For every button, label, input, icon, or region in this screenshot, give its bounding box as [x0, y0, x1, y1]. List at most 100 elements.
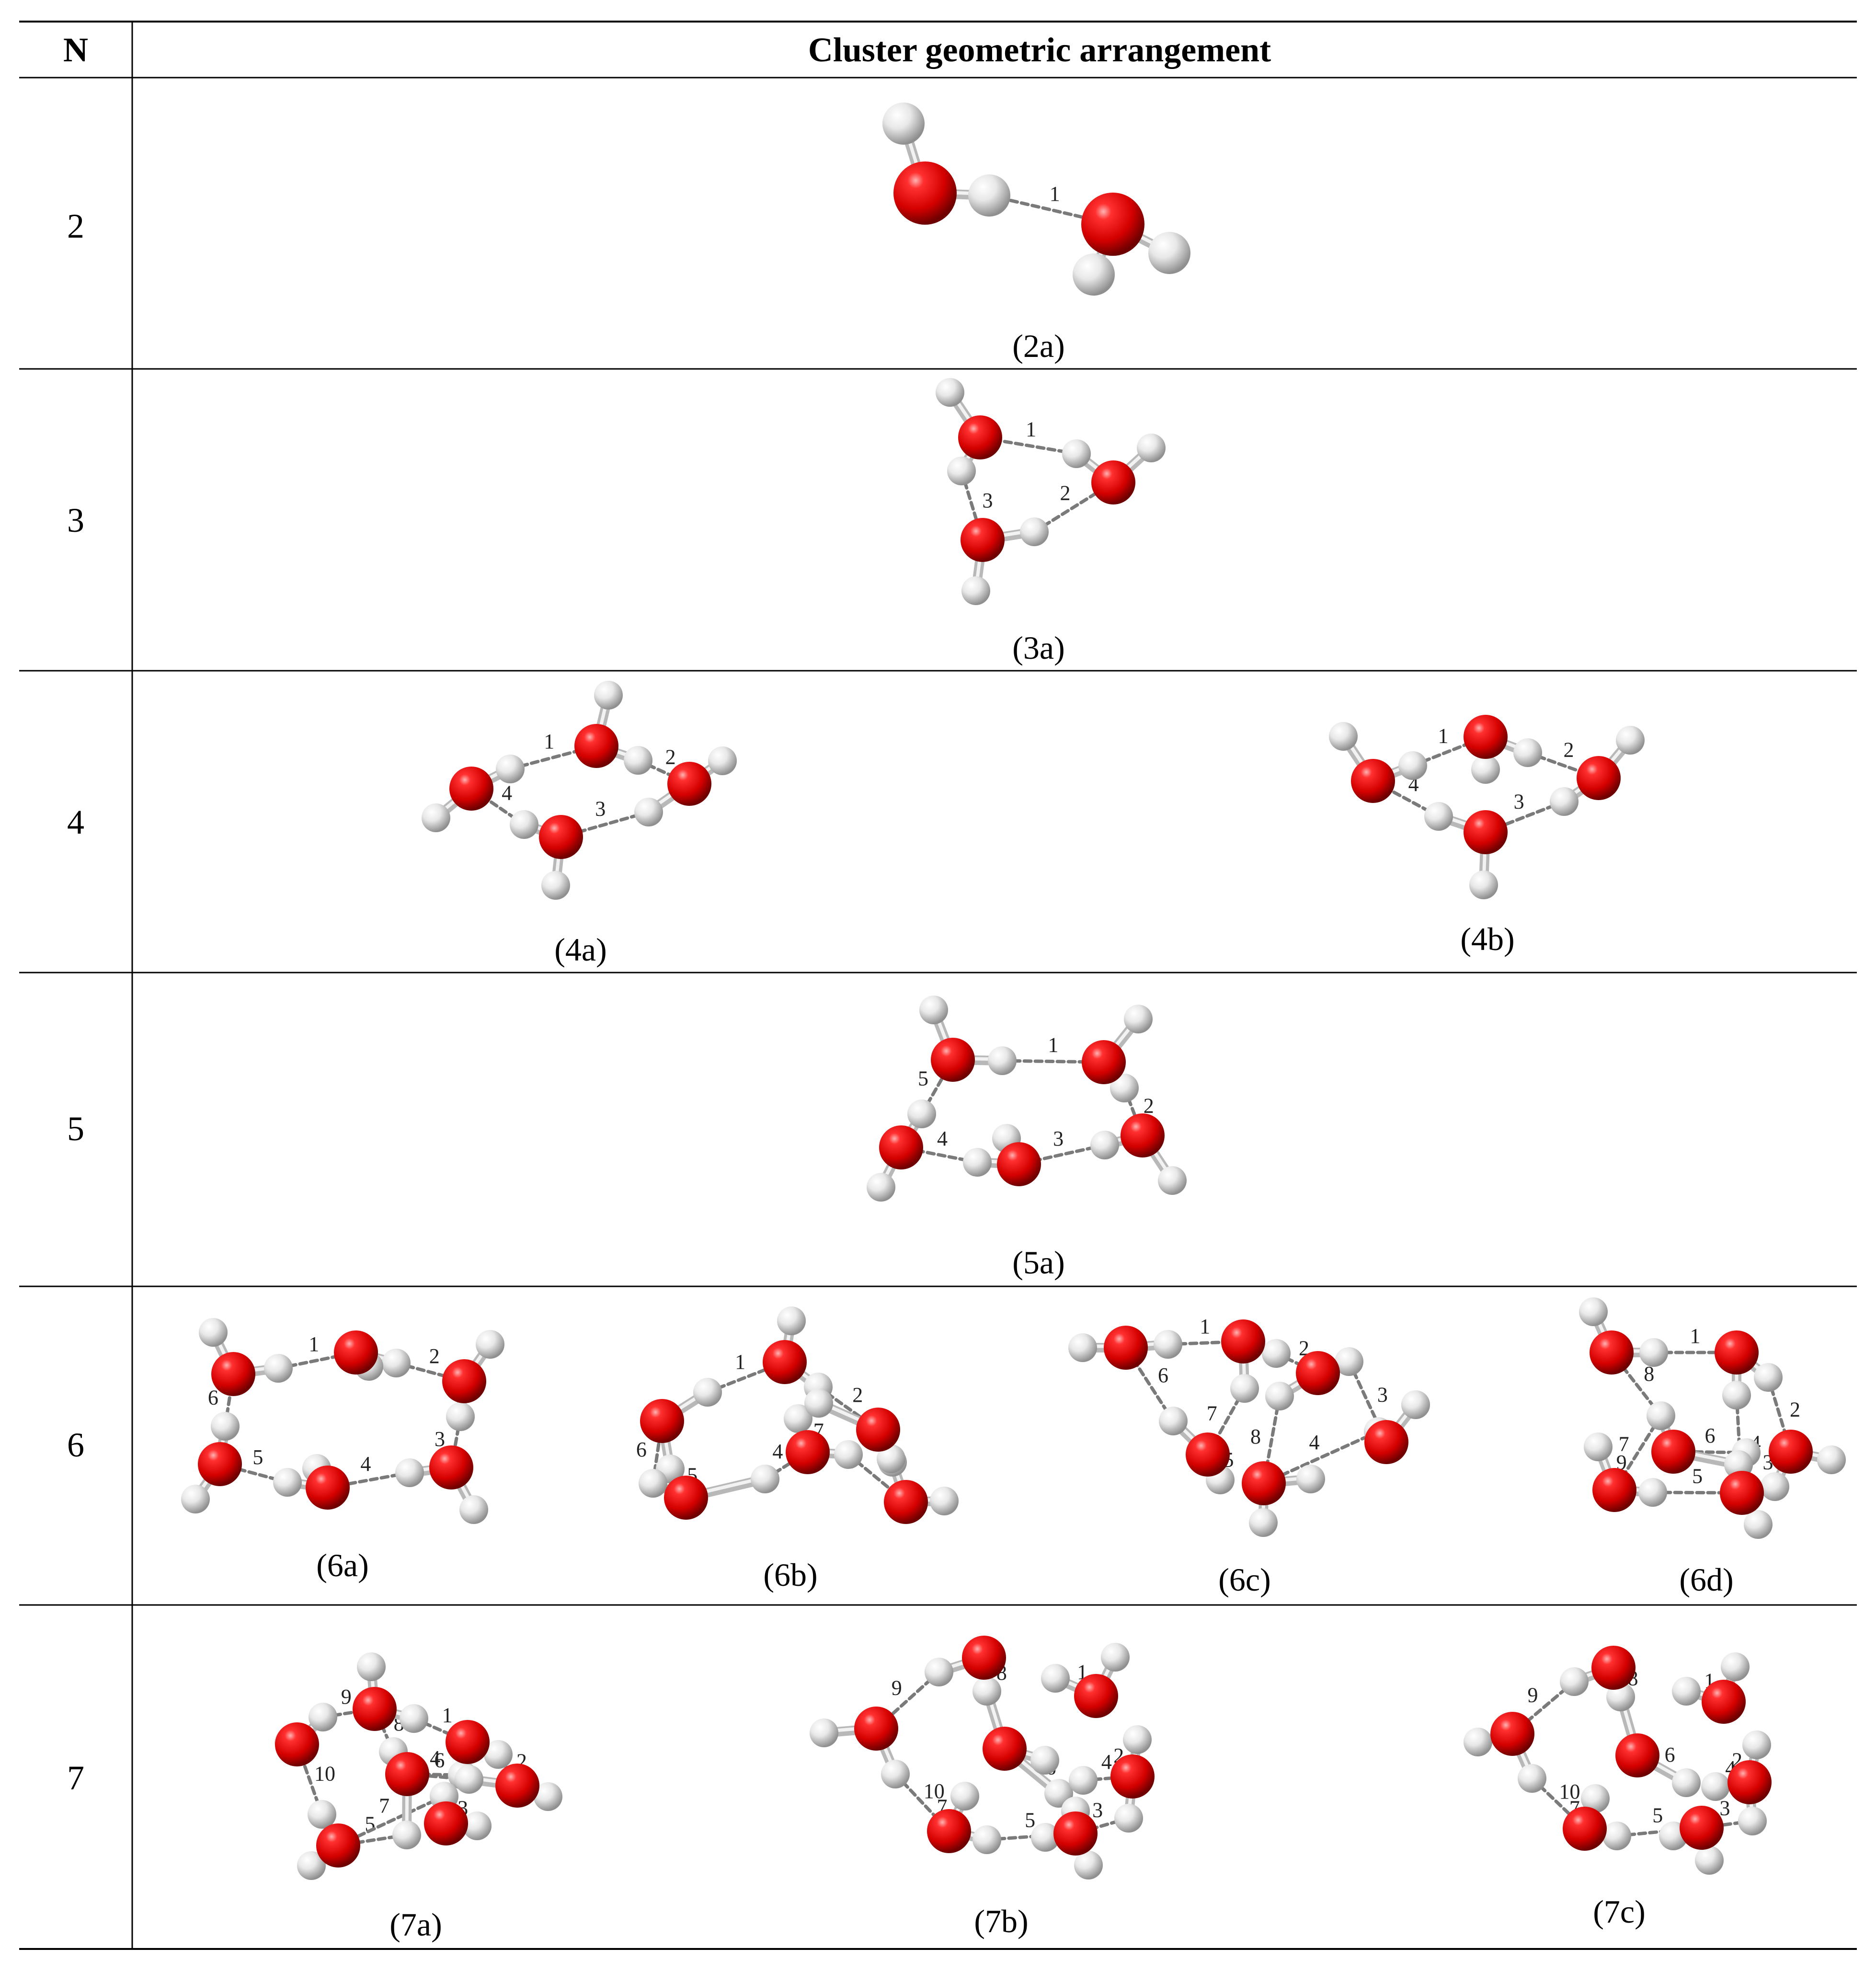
oxygen-atom — [198, 1442, 242, 1486]
structure-caption-7c: (7c) — [1593, 1893, 1645, 1930]
hbond-label: 2 — [1144, 1094, 1154, 1117]
hbond-label: 3 — [1092, 1798, 1103, 1822]
hydrogen-atom — [1744, 1510, 1773, 1539]
hbond-label: 9 — [892, 1676, 902, 1700]
water-cluster-2-0: 1 — [882, 103, 1190, 296]
hydrogen-atom — [936, 378, 964, 407]
oxygen-atom — [1082, 1040, 1126, 1084]
oxygen-atom — [640, 1399, 684, 1443]
hydrogen-atom — [1124, 1005, 1153, 1033]
oxygen-atom — [1702, 1680, 1746, 1724]
hydrogen-atom — [1148, 232, 1190, 274]
table-grid — [19, 21, 1857, 1950]
hydrogen-atom — [930, 1487, 959, 1515]
hbond-label: 4 — [502, 781, 512, 804]
oxygen-atom — [539, 815, 583, 859]
oxygen-atom — [1186, 1432, 1230, 1477]
hydrogen-atom — [1579, 1297, 1608, 1326]
hydrogen-atom — [963, 1148, 992, 1177]
hydrogen-atom — [395, 1458, 424, 1487]
hydrogen-atom — [1265, 1382, 1294, 1410]
hydrogen-atom — [919, 996, 948, 1024]
oxygen-atom — [667, 762, 711, 806]
hydrogen-atom — [1090, 1131, 1119, 1159]
structure-caption-7b: (7b) — [974, 1903, 1028, 1939]
hbond-label: 4 — [937, 1127, 948, 1150]
hbond-label: 3 — [1720, 1796, 1730, 1820]
structure-caption-5a: (5a) — [1012, 1244, 1064, 1281]
oxygen-atom — [997, 1142, 1041, 1186]
hydrogen-bond — [336, 1794, 446, 1847]
hbond-label: 9 — [341, 1685, 352, 1708]
hydrogen-atom — [1062, 439, 1091, 468]
hydrogen-atom — [1742, 1730, 1771, 1759]
hydrogen-atom — [925, 1658, 953, 1686]
hydrogen-atom — [455, 1765, 483, 1794]
hydrogen-atom — [534, 1782, 562, 1811]
hydrogen-atom — [1069, 1766, 1098, 1795]
hbond-label: 6 — [208, 1386, 218, 1409]
row-n-3: 3 — [67, 501, 84, 539]
hydrogen-atom — [1584, 1432, 1613, 1461]
structure-caption-2a: (2a) — [1012, 328, 1064, 364]
hydrogen-atom — [446, 1402, 475, 1431]
hydrogen-atom — [199, 1318, 228, 1347]
oxygen-atom — [1110, 1754, 1155, 1799]
oxygen-atom — [961, 518, 1005, 562]
hbond-label: 10 — [924, 1779, 945, 1803]
hydrogen-atom — [1073, 253, 1115, 296]
oxygen-atom — [962, 1636, 1006, 1680]
header-arrangement: Cluster geometric arrangement — [808, 31, 1271, 69]
hydrogen-atom — [1616, 726, 1645, 755]
hydrogen-atom — [708, 746, 737, 775]
hydrogen-atom — [1469, 871, 1498, 899]
oxygen-atom — [1242, 1461, 1286, 1505]
structure-caption-6a: (6a) — [316, 1547, 368, 1583]
hbond-label: 4 — [360, 1452, 371, 1476]
hydrogen-atom — [392, 1821, 421, 1849]
row-n-4: 4 — [67, 803, 84, 841]
hbond-label: 3 — [1053, 1127, 1064, 1150]
hydrogen-atom — [1020, 517, 1049, 546]
hydrogen-atom — [784, 1404, 812, 1433]
hydrogen-atom — [877, 1444, 905, 1473]
oxygen-atom — [1490, 1712, 1534, 1756]
hydrogen-atom — [634, 798, 663, 826]
hydrogen-atom — [1513, 738, 1542, 767]
hydrogen-atom — [867, 1173, 895, 1202]
row-n-6: 6 — [67, 1426, 84, 1464]
hydrogen-atom — [1031, 1823, 1060, 1852]
hbond-label: 1 — [735, 1350, 745, 1374]
hydrogen-atom — [1074, 1851, 1103, 1879]
hydrogen-atom — [463, 1811, 492, 1840]
hydrogen-atom — [1230, 1374, 1259, 1403]
structure-caption-6c: (6c) — [1218, 1561, 1270, 1598]
hbond-label: 4 — [1309, 1431, 1319, 1454]
water-cluster-5-0: 1 2 3 4 5 — [867, 996, 1187, 1202]
hbond-label: 1 — [1438, 724, 1449, 747]
oxygen-atom — [449, 767, 493, 811]
oxygen-atom — [1591, 1646, 1636, 1690]
hydrogen-atom — [1123, 1725, 1152, 1754]
hbond-label: 2 — [1563, 738, 1574, 761]
oxygen-atom — [275, 1722, 319, 1766]
oxygen-atom — [1081, 193, 1144, 256]
hydrogen-atom — [1701, 1772, 1730, 1801]
hydrogen-atom — [1754, 1363, 1783, 1392]
hbond-label: 2 — [1060, 481, 1070, 505]
hydrogen-atom — [1110, 1074, 1139, 1102]
hydrogen-atom — [357, 1652, 386, 1681]
oxygen-atom — [1577, 756, 1621, 800]
hydrogen-atom — [476, 1330, 504, 1359]
hydrogen-atom — [1761, 1472, 1789, 1501]
oxygen-atom — [495, 1764, 539, 1808]
oxygen-atom — [854, 1707, 898, 1751]
oxygen-atom — [1769, 1430, 1813, 1474]
structure-caption-6d: (6d) — [1679, 1561, 1733, 1598]
hbond-label: 4 — [1101, 1750, 1112, 1774]
